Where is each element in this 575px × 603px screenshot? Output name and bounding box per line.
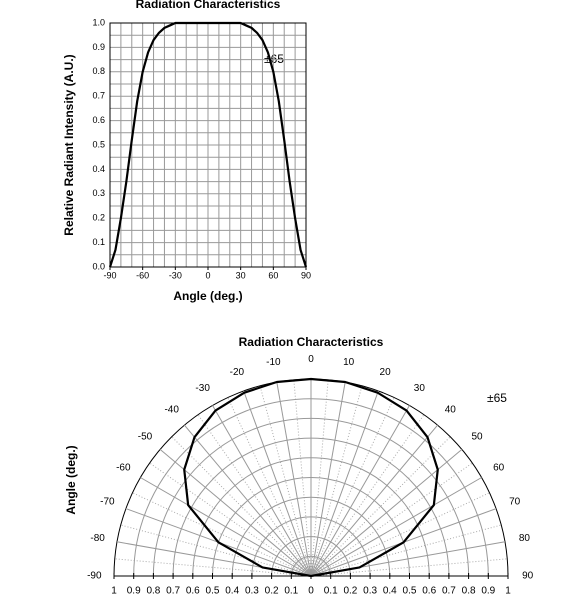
r-tick-label: 0.3 — [245, 586, 259, 597]
x-tick-label: -30 — [169, 270, 182, 280]
y-axis-label: Relative Radiant Intensity (A.U.) — [62, 54, 76, 235]
theta-tick-label: 30 — [414, 383, 426, 394]
r-tick-label: 0.7 — [166, 586, 180, 597]
x-tick-label: -90 — [103, 270, 116, 280]
theta-tick-label: -20 — [230, 367, 245, 378]
y-tick-label: 0.7 — [92, 91, 105, 101]
theta-tick-label: 80 — [519, 533, 531, 544]
theta-tick-label: 90 — [522, 571, 534, 582]
theta-tick-label: 10 — [343, 357, 355, 368]
r-tick-label: 0.3 — [363, 586, 377, 597]
theta-tick-label: -50 — [138, 431, 153, 442]
theta-tick-label: -10 — [266, 357, 281, 368]
y-tick-label: 0.2 — [92, 213, 105, 223]
grid-line — [140, 477, 312, 577]
grid-line — [310, 477, 482, 577]
theta-tick-label: -80 — [90, 533, 105, 544]
theta-tick-label: -70 — [100, 497, 115, 508]
x-tick-label: -60 — [136, 270, 149, 280]
x-tick-label: 90 — [301, 270, 311, 280]
r-tick-label: 0.9 — [481, 586, 495, 597]
theta-tick-label: -30 — [195, 383, 210, 394]
polar-series — [183, 377, 439, 578]
annotation: ±65 — [487, 391, 507, 405]
r-tick-label: 0.5 — [206, 586, 220, 597]
x-tick-label: 30 — [236, 270, 246, 280]
y-tick-label: 0.1 — [92, 237, 105, 247]
grid-line — [183, 424, 312, 577]
y-tick-label: 0.8 — [92, 66, 105, 76]
theta-tick-label: 50 — [471, 431, 483, 442]
y-tick-label: 1.0 — [92, 17, 105, 27]
x-tick-label: 0 — [205, 270, 210, 280]
theta-tick-label: 40 — [445, 405, 457, 416]
r-tick-label: 0 — [308, 586, 314, 597]
chart-title: Radiation Characteristics — [239, 335, 384, 349]
grid-line — [212, 405, 312, 577]
grid-line — [310, 405, 410, 577]
r-tick-label: 0.9 — [127, 586, 141, 597]
x-tick-label: 60 — [268, 270, 278, 280]
r-tick-label: 0.7 — [442, 586, 456, 597]
theta-tick-label: -40 — [164, 405, 179, 416]
r-tick-label: 0.8 — [146, 586, 160, 597]
r-tick-label: 0.6 — [186, 586, 200, 597]
theta-tick-label: 0 — [308, 354, 314, 365]
r-tick-label: 0.4 — [225, 586, 239, 597]
r-tick-label: 0.2 — [265, 586, 279, 597]
theta-tick-label: -60 — [116, 462, 131, 473]
r-tick-label: 1 — [111, 586, 117, 597]
grid-line — [276, 381, 312, 577]
r-tick-label: 0.1 — [284, 586, 298, 597]
r-tick-label: 0.8 — [462, 586, 476, 597]
theta-tick-label: 20 — [380, 367, 392, 378]
theta-tick-label: 70 — [509, 497, 521, 508]
r-tick-label: 0.5 — [403, 586, 417, 597]
x-axis-label: Angle (deg.) — [173, 289, 242, 303]
y-tick-label: 0.6 — [92, 115, 105, 125]
y-tick-label: 0.4 — [92, 164, 105, 174]
grid-line — [243, 390, 312, 577]
theta-tick-label: -90 — [87, 571, 102, 582]
grid-line — [310, 424, 439, 577]
y-axis-label: Angle (deg.) — [64, 445, 78, 514]
r-tick-label: 1 — [505, 586, 511, 597]
r-tick-label: 0.1 — [324, 586, 338, 597]
y-tick-label: 0.0 — [92, 261, 105, 271]
r-tick-label: 0.6 — [422, 586, 436, 597]
y-tick-label: 0.3 — [92, 188, 105, 198]
grid-line — [310, 390, 379, 577]
chart-title: Radiation Characteristics — [136, 0, 281, 11]
r-tick-label: 0.4 — [383, 586, 397, 597]
line-series — [108, 21, 308, 268]
y-tick-label: 0.9 — [92, 42, 105, 52]
y-tick-label: 0.5 — [92, 139, 105, 149]
r-tick-label: 0.2 — [343, 586, 357, 597]
theta-tick-label: 60 — [493, 462, 505, 473]
grid-line — [310, 381, 346, 577]
